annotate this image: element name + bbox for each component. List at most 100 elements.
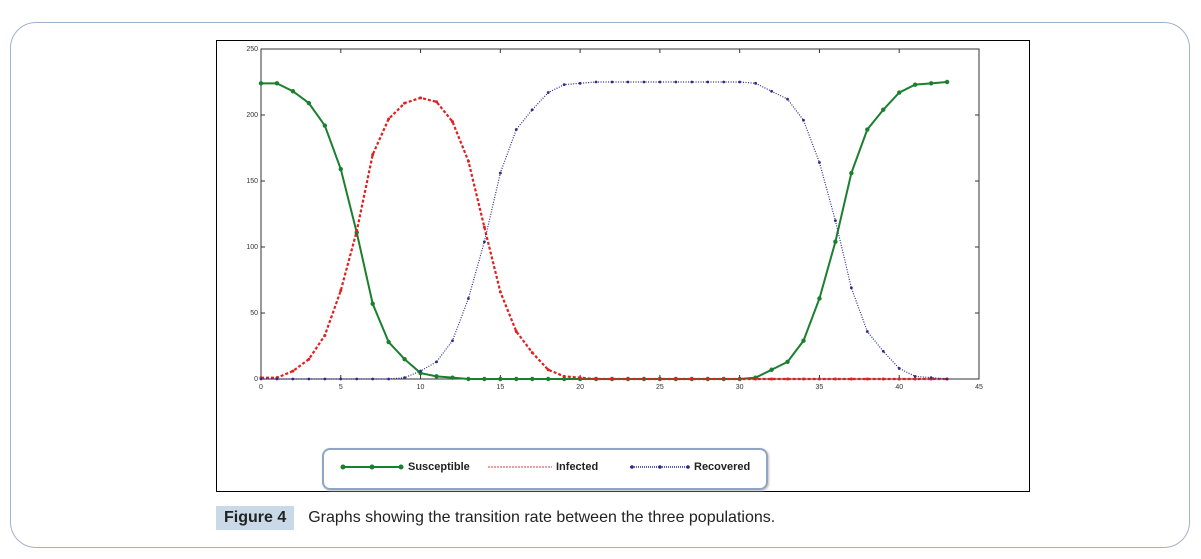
data-point-recovered	[323, 377, 327, 381]
data-point-infected	[786, 377, 790, 381]
data-point-infected	[642, 377, 646, 381]
data-point-infected	[419, 96, 423, 100]
data-point-infected	[578, 376, 582, 380]
data-point-infected	[355, 229, 359, 233]
x-tick-label: 25	[656, 384, 664, 391]
data-point-recovered	[275, 377, 279, 381]
data-point-infected	[546, 368, 550, 372]
data-point-infected	[770, 377, 774, 381]
data-point-susceptible	[466, 376, 471, 382]
data-point-susceptible	[498, 376, 503, 382]
data-point-infected	[881, 377, 885, 381]
caption-text: Graphs showing the transition rate betwe…	[308, 509, 776, 526]
data-point-susceptible	[897, 90, 902, 95]
series-line-susceptible	[261, 81, 948, 380]
y-tick-label: 0	[254, 376, 258, 383]
data-point-recovered	[849, 286, 853, 290]
x-tick-label: 0	[259, 384, 263, 391]
data-point-recovered	[945, 377, 949, 381]
data-point-susceptible	[849, 170, 854, 176]
data-point-infected	[339, 289, 343, 293]
legend: Susceptible Infected Recovered	[322, 448, 768, 490]
data-point-infected	[435, 100, 439, 104]
data-point-infected	[610, 377, 614, 381]
data-point-recovered	[339, 377, 343, 381]
data-point-recovered	[578, 81, 582, 85]
data-point-susceptible	[258, 81, 264, 86]
data-point-infected	[291, 369, 295, 373]
plot-area	[260, 48, 980, 380]
data-point-infected	[833, 377, 837, 381]
data-point-recovered	[419, 369, 422, 373]
data-point-susceptible	[785, 359, 790, 365]
legend-item-susceptible: Susceptible	[340, 461, 470, 473]
series-line-infected	[261, 96, 948, 381]
data-point-recovered	[786, 97, 789, 101]
data-point-infected	[562, 374, 566, 378]
data-point-infected	[530, 351, 534, 355]
data-point-susceptible	[482, 376, 487, 382]
data-point-infected	[450, 120, 454, 124]
data-point-susceptible	[530, 376, 535, 382]
data-point-susceptible	[290, 89, 296, 94]
data-point-recovered	[259, 377, 263, 381]
data-point-infected	[307, 357, 311, 361]
data-point-recovered	[897, 367, 901, 370]
data-point-infected	[482, 225, 486, 229]
data-point-infected	[674, 377, 678, 381]
data-point-infected	[466, 159, 470, 163]
data-point-susceptible	[514, 376, 519, 382]
data-point-recovered	[546, 91, 550, 94]
data-point-recovered	[530, 108, 534, 112]
x-tick-label: 45	[975, 384, 983, 391]
y-tick-label: 50	[250, 310, 258, 317]
y-tick-label: 150	[246, 178, 258, 185]
data-point-recovered	[658, 80, 662, 84]
data-point-susceptible	[370, 301, 375, 306]
data-point-infected	[690, 377, 694, 381]
series-line-recovered	[261, 81, 948, 380]
data-point-recovered	[610, 80, 614, 84]
data-point-infected	[594, 377, 598, 381]
data-point-susceptible	[928, 81, 934, 86]
legend-swatch-susceptible	[340, 464, 404, 470]
data-point-susceptible	[944, 79, 950, 85]
data-point-infected	[913, 377, 917, 381]
data-point-infected	[849, 377, 853, 381]
data-point-recovered	[467, 297, 470, 300]
data-point-recovered	[642, 80, 646, 84]
data-point-recovered	[498, 171, 502, 175]
data-point-infected	[801, 377, 805, 381]
x-tick-label: 35	[816, 384, 824, 391]
data-point-infected	[754, 377, 758, 381]
data-point-infected	[722, 377, 726, 381]
data-point-susceptible	[306, 100, 312, 106]
data-point-recovered	[482, 240, 486, 244]
legend-label: Infected	[556, 461, 599, 473]
data-point-recovered	[690, 80, 694, 84]
data-point-recovered	[674, 80, 678, 84]
data-point-recovered	[291, 377, 295, 381]
legend-item-recovered: Recovered	[630, 461, 750, 473]
data-point-recovered	[881, 349, 885, 353]
data-point-infected	[626, 377, 630, 381]
data-point-susceptible	[865, 127, 870, 132]
data-point-susceptible	[274, 81, 280, 86]
data-point-susceptible	[386, 339, 391, 345]
data-point-recovered	[371, 377, 375, 381]
data-point-infected	[498, 290, 502, 294]
data-point-recovered	[403, 376, 406, 380]
figure-label: Figure 4	[216, 506, 295, 530]
data-point-susceptible	[418, 370, 423, 376]
data-point-recovered	[913, 374, 917, 378]
data-point-susceptible	[434, 374, 439, 379]
data-point-infected	[403, 101, 407, 105]
data-point-susceptible	[338, 166, 343, 172]
data-point-recovered	[594, 80, 598, 84]
data-point-recovered	[562, 83, 566, 87]
data-point-recovered	[818, 161, 821, 164]
data-point-infected	[897, 377, 901, 381]
x-tick-label: 5	[339, 384, 343, 391]
y-tick-label: 200	[246, 112, 258, 119]
